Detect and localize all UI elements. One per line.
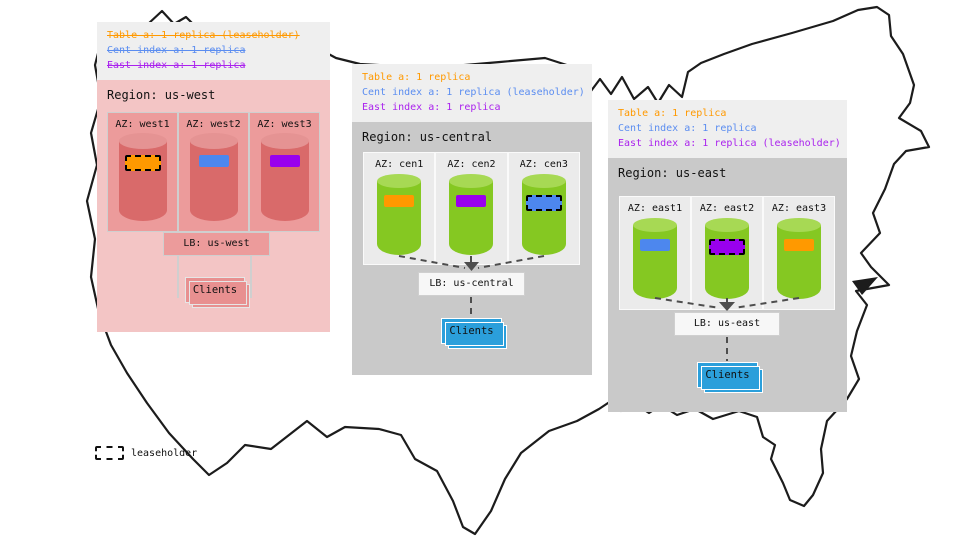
annotation-line: East index a: 1 replica xyxy=(362,102,501,113)
database-cylinder xyxy=(449,174,494,255)
replica-chip xyxy=(198,155,229,167)
chesapeake-notch xyxy=(852,277,878,295)
az-box-east3: AZ: east3 xyxy=(762,197,834,309)
az-box-cen2: AZ: cen2 xyxy=(434,153,506,264)
annotation-line: Cent index a: 1 replica xyxy=(107,45,246,56)
clients-us-central: Clients xyxy=(441,318,507,349)
annotation-line: Table a: 1 replica xyxy=(362,72,471,83)
annotation-line: Table a: 1 replica xyxy=(618,108,727,119)
database-cylinder xyxy=(189,133,238,221)
clients-us-west: Clients xyxy=(185,277,250,308)
clients-us-east: Clients xyxy=(697,362,763,393)
annotation-line: Cent index a: 1 replica (leaseholder) xyxy=(362,87,585,98)
az-label: AZ: east3 xyxy=(771,203,827,214)
database-cylinder xyxy=(521,174,566,255)
annotation-line: East index a: 1 replica (leaseholder) xyxy=(618,138,841,149)
annotation-line: Cent index a: 1 replica xyxy=(618,123,757,134)
database-cylinder xyxy=(705,218,749,299)
database-cylinder xyxy=(260,133,309,221)
region-us-west: Region: us-west AZ: west1 AZ: west2 AZ: … xyxy=(97,80,330,332)
region-us-central: Region: us-central AZ: cen1 AZ: cen2 AZ:… xyxy=(352,122,592,375)
load-balancer-us-west: LB: us-west xyxy=(163,232,270,256)
az-box-west1: AZ: west1 xyxy=(108,113,177,231)
load-balancer-us-central: LB: us-central xyxy=(418,272,525,296)
replica-chip xyxy=(784,239,814,251)
region-title: Region: us-east xyxy=(618,166,727,180)
annotation-us-central: Table a: 1 replica Cent index a: 1 repli… xyxy=(352,64,592,122)
replica-chip xyxy=(640,239,670,251)
az-box-west3: AZ: west3 xyxy=(248,113,319,231)
replica-chip xyxy=(384,195,415,207)
az-label: AZ: west2 xyxy=(186,119,241,130)
leaseholder-swatch-icon xyxy=(95,446,124,460)
annotation-line: East index a: 1 replica xyxy=(107,60,246,71)
az-box-cen3: AZ: cen3 xyxy=(506,153,579,264)
region-title: Region: us-west xyxy=(107,88,216,102)
az-label: AZ: west1 xyxy=(115,119,170,130)
az-label: AZ: east1 xyxy=(627,203,683,214)
az-label: AZ: cen2 xyxy=(447,159,496,170)
database-cylinder xyxy=(377,174,422,255)
az-group-us-west: AZ: west1 AZ: west2 AZ: west3 xyxy=(107,112,320,232)
database-cylinder xyxy=(118,133,167,221)
annotation-us-west: Table a: 1 replica (leaseholder) Cent in… xyxy=(97,22,330,80)
load-balancer-us-east: LB: us-east xyxy=(674,312,780,336)
annotation-us-east: Table a: 1 replica Cent index a: 1 repli… xyxy=(608,100,847,158)
replica-chip xyxy=(124,155,161,171)
az-box-east1: AZ: east1 xyxy=(620,197,690,309)
connector-line xyxy=(250,232,252,298)
az-group-us-central: AZ: cen1 AZ: cen2 AZ: cen3 xyxy=(363,152,580,265)
az-group-us-east: AZ: east1 AZ: east2 AZ: east3 xyxy=(619,196,835,310)
az-label: AZ: cen3 xyxy=(519,159,568,170)
replica-chip xyxy=(269,155,300,167)
legend-label: leaseholder xyxy=(131,447,198,459)
database-cylinder xyxy=(777,218,821,299)
replica-chip xyxy=(709,239,745,255)
connector-line xyxy=(177,232,179,298)
az-label: AZ: east2 xyxy=(699,203,755,214)
replica-chip xyxy=(456,195,487,207)
region-us-east: Region: us-east AZ: east1 AZ: east2 AZ: … xyxy=(608,158,847,412)
az-label: AZ: west3 xyxy=(257,119,312,130)
az-box-east2: AZ: east2 xyxy=(690,197,762,309)
region-title: Region: us-central xyxy=(362,130,493,144)
az-box-cen1: AZ: cen1 xyxy=(364,153,434,264)
az-box-west2: AZ: west2 xyxy=(177,113,248,231)
database-cylinder xyxy=(633,218,677,299)
az-label: AZ: cen1 xyxy=(375,159,424,170)
legend: leaseholder xyxy=(95,446,197,460)
replica-chip xyxy=(525,195,562,211)
annotation-line: Table a: 1 replica (leaseholder) xyxy=(107,30,300,41)
